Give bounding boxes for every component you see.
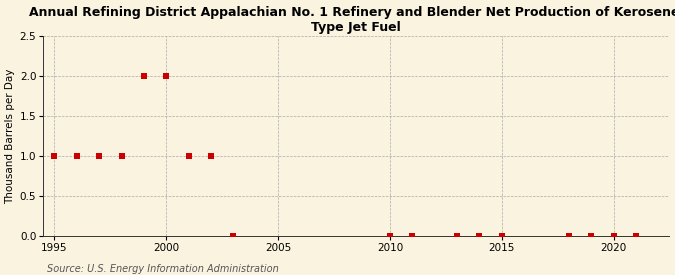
Point bbox=[564, 234, 574, 238]
Point bbox=[72, 154, 82, 158]
Point bbox=[116, 154, 127, 158]
Point bbox=[228, 234, 239, 238]
Point bbox=[496, 234, 507, 238]
Point bbox=[407, 234, 418, 238]
Point bbox=[474, 234, 485, 238]
Point bbox=[138, 74, 149, 78]
Point bbox=[206, 154, 217, 158]
Point bbox=[630, 234, 641, 238]
Point bbox=[183, 154, 194, 158]
Point bbox=[452, 234, 462, 238]
Point bbox=[608, 234, 619, 238]
Text: Source: U.S. Energy Information Administration: Source: U.S. Energy Information Administ… bbox=[47, 264, 279, 274]
Y-axis label: Thousand Barrels per Day: Thousand Barrels per Day bbox=[5, 68, 16, 204]
Point bbox=[49, 154, 60, 158]
Point bbox=[586, 234, 597, 238]
Title: Annual Refining District Appalachian No. 1 Refinery and Blender Net Production o: Annual Refining District Appalachian No.… bbox=[28, 6, 675, 34]
Point bbox=[94, 154, 105, 158]
Point bbox=[385, 234, 396, 238]
Point bbox=[161, 74, 171, 78]
